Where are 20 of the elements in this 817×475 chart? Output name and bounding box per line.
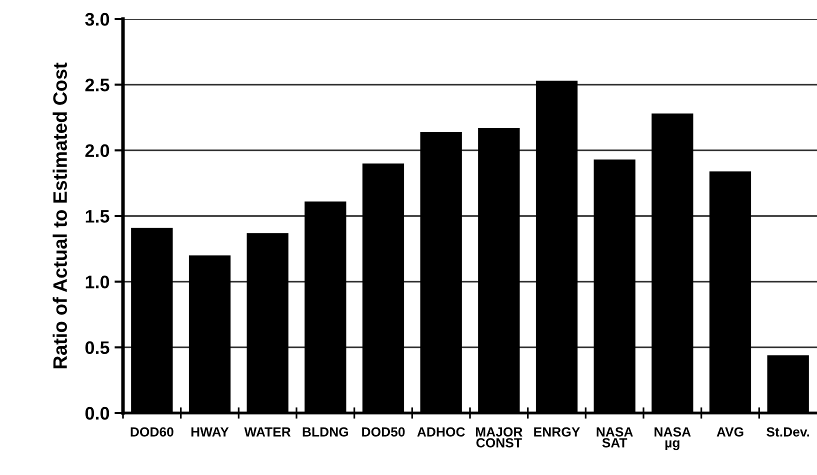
x-tick-label: ENRGY [534,427,580,437]
y-tick-label: 1.5 [86,210,110,223]
y-axis-title: Ratio of Actual to Estimated Cost [52,62,67,368]
x-tick-label: AVG [716,427,744,437]
x-tick-label: WATER [244,427,291,436]
x-tick-label: DOD50 [362,427,405,437]
x-tick-label: MAJOR CONST [476,427,522,448]
y-tick-label: 3.0 [85,12,110,26]
y-tick-label: 2.5 [85,78,110,92]
y-tick-label: 2.0 [85,144,110,158]
x-tick-label: ADHOC [417,427,465,437]
x-tick-label: NASA µg [654,427,691,450]
x-tick-label: HWAY [191,427,229,436]
x-tick-label: BLDNG [302,427,348,437]
x-tick-label: St.Dev. [766,427,810,437]
y-tick-label: 1.0 [86,276,110,288]
y-tick-label: 0.0 [85,406,110,420]
x-tick-label: DOD60 [130,427,174,437]
y-tick-label: 0.5 [85,341,110,354]
x-tick-label: NASA SAT [596,427,633,448]
